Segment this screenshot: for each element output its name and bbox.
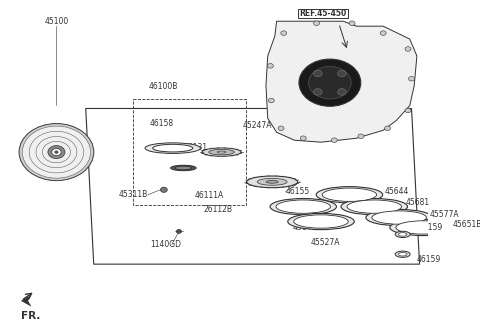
Ellipse shape xyxy=(276,200,331,213)
Circle shape xyxy=(278,126,284,131)
Text: 46159: 46159 xyxy=(419,223,443,232)
Ellipse shape xyxy=(395,231,410,237)
Ellipse shape xyxy=(48,146,65,159)
Ellipse shape xyxy=(347,200,402,213)
Circle shape xyxy=(405,47,411,51)
Circle shape xyxy=(380,31,386,35)
Text: 46111A: 46111A xyxy=(195,191,224,200)
Ellipse shape xyxy=(294,215,348,228)
Ellipse shape xyxy=(36,136,77,168)
Ellipse shape xyxy=(309,67,351,99)
Circle shape xyxy=(268,98,274,103)
Text: 45681: 45681 xyxy=(405,198,430,207)
Text: 45651B: 45651B xyxy=(452,220,480,229)
Ellipse shape xyxy=(316,187,383,203)
Ellipse shape xyxy=(153,144,193,152)
Text: 46158: 46158 xyxy=(150,119,174,128)
Circle shape xyxy=(337,89,346,95)
Text: 46131: 46131 xyxy=(183,143,207,152)
Circle shape xyxy=(313,21,320,26)
Text: REF.45-450: REF.45-450 xyxy=(299,9,346,18)
Text: 45247A: 45247A xyxy=(243,121,272,130)
Circle shape xyxy=(300,136,306,140)
FancyBboxPatch shape xyxy=(298,10,348,18)
Ellipse shape xyxy=(288,214,354,230)
Text: 45100: 45100 xyxy=(44,17,69,26)
Circle shape xyxy=(313,70,322,77)
Circle shape xyxy=(358,134,364,138)
Ellipse shape xyxy=(145,143,201,154)
Ellipse shape xyxy=(341,198,408,215)
Text: 45644: 45644 xyxy=(385,187,409,196)
Ellipse shape xyxy=(299,59,361,106)
Ellipse shape xyxy=(170,165,196,171)
Ellipse shape xyxy=(390,219,456,236)
Ellipse shape xyxy=(322,188,377,201)
Text: 45311B: 45311B xyxy=(119,190,148,199)
Ellipse shape xyxy=(55,151,58,154)
Ellipse shape xyxy=(372,211,426,224)
Ellipse shape xyxy=(29,131,84,173)
Ellipse shape xyxy=(209,149,234,155)
Ellipse shape xyxy=(39,139,73,165)
Ellipse shape xyxy=(33,134,80,170)
Circle shape xyxy=(176,230,181,234)
Circle shape xyxy=(384,126,391,131)
Ellipse shape xyxy=(395,251,410,257)
Text: FR.: FR. xyxy=(21,311,40,321)
Ellipse shape xyxy=(247,176,298,188)
Circle shape xyxy=(349,21,355,26)
Circle shape xyxy=(405,108,411,113)
Text: 46155: 46155 xyxy=(286,187,310,196)
Ellipse shape xyxy=(23,126,91,178)
Circle shape xyxy=(281,31,287,35)
Circle shape xyxy=(160,187,167,193)
Ellipse shape xyxy=(202,148,241,156)
Polygon shape xyxy=(21,295,32,307)
Text: 1140GD: 1140GD xyxy=(151,240,181,249)
Ellipse shape xyxy=(270,198,336,215)
Text: 45643C: 45643C xyxy=(293,223,322,232)
Circle shape xyxy=(331,138,337,142)
Circle shape xyxy=(267,64,274,68)
Ellipse shape xyxy=(52,149,61,156)
Circle shape xyxy=(408,76,415,81)
Text: 46100B: 46100B xyxy=(148,82,178,91)
Circle shape xyxy=(313,89,322,95)
Ellipse shape xyxy=(398,233,407,236)
Ellipse shape xyxy=(266,180,278,183)
Ellipse shape xyxy=(19,124,94,180)
Ellipse shape xyxy=(217,151,226,153)
Text: 45577A: 45577A xyxy=(429,210,459,219)
Ellipse shape xyxy=(175,166,192,170)
Ellipse shape xyxy=(396,221,450,234)
Polygon shape xyxy=(266,21,417,142)
Ellipse shape xyxy=(26,129,87,175)
Circle shape xyxy=(337,70,346,77)
Ellipse shape xyxy=(19,124,94,180)
Ellipse shape xyxy=(366,209,432,226)
Text: 46159: 46159 xyxy=(417,255,441,264)
Text: 45527A: 45527A xyxy=(311,238,340,247)
Text: 26112B: 26112B xyxy=(204,205,233,214)
Ellipse shape xyxy=(398,253,407,256)
Ellipse shape xyxy=(42,141,71,163)
Ellipse shape xyxy=(257,178,287,185)
